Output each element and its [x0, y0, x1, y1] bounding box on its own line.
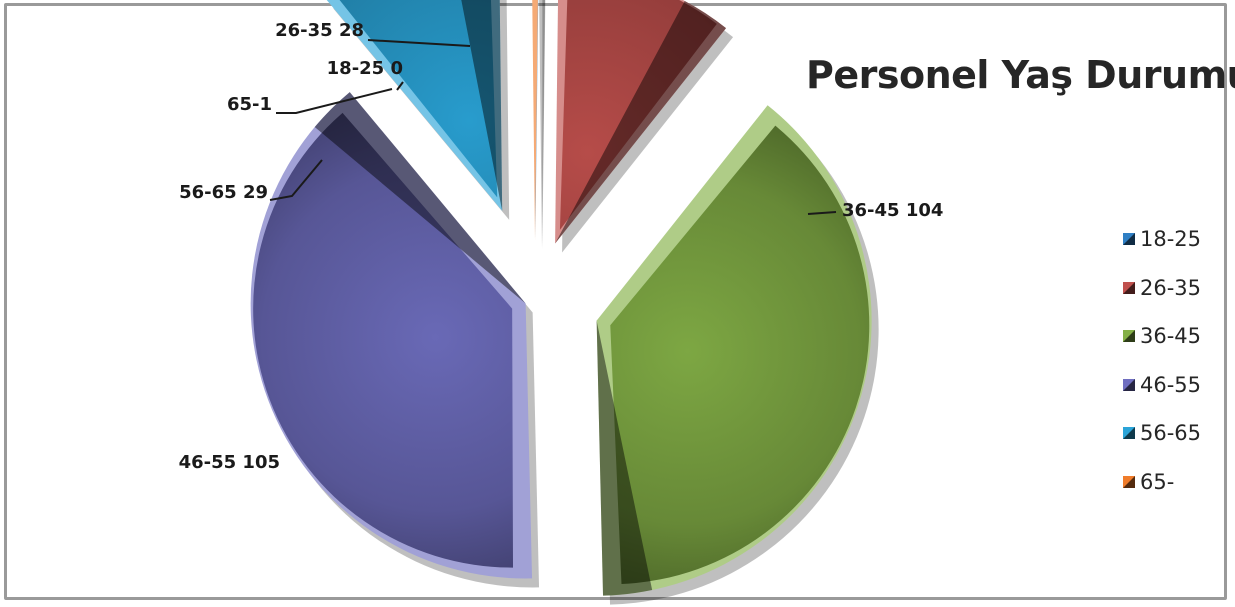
legend-label: 65-: [1140, 469, 1175, 494]
legend-item-65-: 65-: [1123, 458, 1223, 507]
pie-slice-36-45: [596, 105, 879, 605]
chart-title: Personel Yaş Durumu: [806, 53, 1235, 97]
legend-item-46-55: 46-55: [1123, 361, 1223, 410]
legend-label: 56-65: [1140, 421, 1202, 446]
legend-swatch: [1123, 427, 1135, 440]
legend-label: 26-35: [1140, 275, 1202, 300]
legend-item-26-35: 26-35: [1123, 264, 1223, 313]
pie-slice-65-: [532, 0, 546, 249]
legend-item-36-45: 36-45: [1123, 312, 1223, 361]
legend-swatch: [1123, 475, 1135, 488]
legend-item-18-25: 18-25: [1123, 215, 1223, 264]
chart-legend: 18-25 26-35 36-45 46-55 56-65 65-: [1123, 215, 1223, 506]
legend-swatch: [1123, 330, 1135, 343]
pie-slice-46-55: [250, 92, 540, 588]
legend-swatch: [1123, 281, 1135, 294]
leader-line-26-35: [367, 39, 471, 47]
leader-line-18-25: [396, 81, 404, 91]
leader-line-56-65: [269, 159, 323, 201]
legend-swatch: [1123, 233, 1135, 246]
pie-slice-56-65: [326, 0, 510, 220]
legend-label: 18-25: [1140, 227, 1202, 252]
leader-line-65-: [276, 88, 393, 114]
leader-line-36-45: [807, 211, 837, 215]
data-label-18-25: 18-25 0: [327, 58, 403, 79]
legend-swatch: [1123, 378, 1135, 391]
legend-label: 46-55: [1140, 372, 1202, 397]
legend-item-56-65: 56-65: [1123, 409, 1223, 458]
data-label-46-55: 46-55 105: [179, 452, 280, 473]
data-label-56-65: 56-65 29: [179, 182, 268, 203]
data-label-36-45: 36-45 104: [842, 200, 943, 221]
legend-label: 36-45: [1140, 324, 1202, 349]
pie-slice-26-35: [555, 0, 734, 253]
data-label-26-35: 26-35 28: [275, 20, 364, 41]
data-label-65-: 65-1: [227, 94, 272, 115]
